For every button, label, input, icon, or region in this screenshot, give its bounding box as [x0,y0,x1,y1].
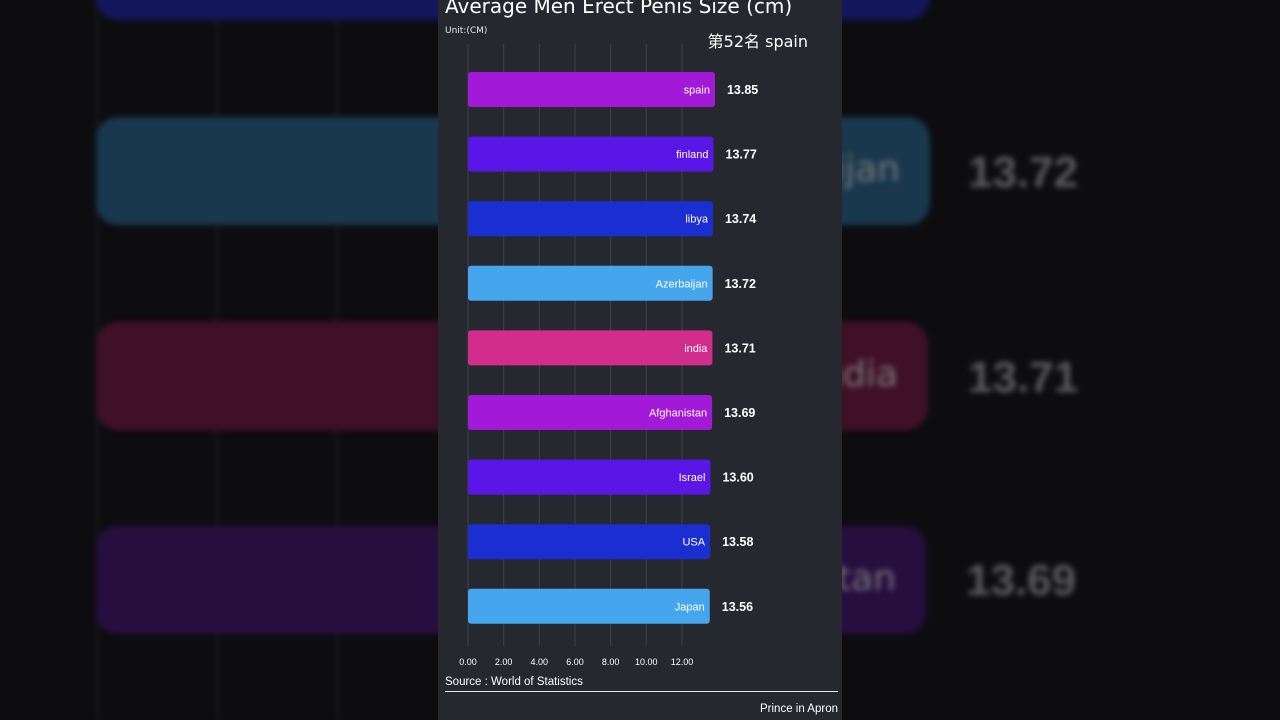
bar [468,524,711,560]
bar [468,330,713,366]
bar [468,395,713,430]
chart-panel: Average Men Erect Penis Size (cm) Unit:(… [438,0,842,720]
source-divider [445,691,838,692]
bar [468,588,710,624]
bar-value-label: 13.85 [727,83,758,97]
x-tick-label: 8.00 [602,657,620,667]
bg-value: 13.72 [968,148,1079,197]
unit-label: Unit:(CM) [445,26,488,36]
rank-label: 第52名 spain [707,32,808,51]
bar-value-label: 13.74 [725,212,756,226]
bg-bar-label: ijan [835,149,900,190]
bar [468,459,711,495]
bar-category-label: india [684,343,708,355]
x-tick-label: 4.00 [531,657,549,667]
bar-category-label: Japan [675,601,705,613]
bar [468,136,714,172]
x-tick-label: 6.00 [566,657,584,667]
bar-value-label: 13.60 [722,471,753,485]
bar [468,201,713,237]
bar-category-label: Afghanistan [649,408,707,420]
bar-category-label: finland [676,149,708,161]
bg-value: 13.71 [968,353,1079,402]
bar-value-label: 13.71 [724,341,755,355]
credit-text: Prince in Apron [760,703,838,715]
bar-category-label: Israel [679,472,706,484]
bar [468,265,713,301]
chart-title: Average Men Erect Penis Size (cm) [445,0,793,18]
bar-category-label: USA [682,537,705,549]
bar-value-label: 13.69 [724,406,755,420]
bar [468,72,715,107]
bar-category-label: spain [684,85,710,97]
x-tick-label: 12.00 [671,657,694,667]
bar-category-label: libya [685,214,709,226]
x-tick-label: 2.00 [495,657,513,667]
x-tick-label: 0.00 [459,657,477,667]
bar-value-label: 13.58 [722,535,753,549]
bar-value-label: 13.56 [722,600,753,614]
bg-value: 13.69 [966,556,1077,605]
source-text: Source : World of Statistics [445,676,583,688]
x-tick-label: 10.00 [635,657,658,667]
bar-value-label: 13.77 [726,148,757,162]
bar-chart: 0.00 2.00 4.00 6.00 8.00 10.00 12.00 spain 13.85… [459,44,758,667]
bar-category-label: Azerbaijan [656,278,708,290]
bar-value-label: 13.72 [725,277,756,291]
